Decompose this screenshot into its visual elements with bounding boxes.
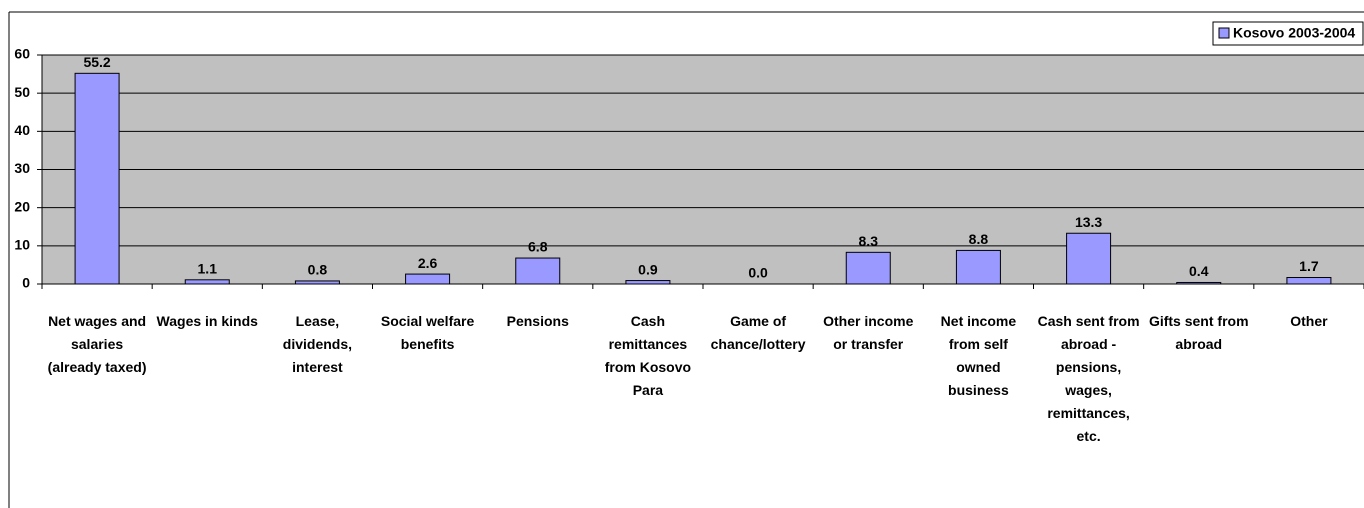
y-tick-label: 10	[14, 237, 30, 253]
y-tick-label: 40	[14, 122, 30, 138]
bar	[74, 72, 120, 285]
x-tick-label: Wages in kinds	[156, 313, 258, 329]
data-label: 6.8	[528, 239, 548, 255]
data-label: 1.7	[1299, 258, 1319, 274]
data-label: 8.8	[969, 231, 989, 247]
legend-label: Kosovo 2003-2004	[1233, 25, 1355, 41]
x-tick-label: Cash remittances from Kosovo Para	[604, 313, 692, 398]
x-tick-label: Game of chance/lottery	[710, 313, 806, 352]
bar	[1066, 232, 1112, 285]
y-tick-label: 50	[14, 84, 30, 100]
x-tick-label: Net income from self owned business	[940, 313, 1017, 398]
x-tick-label: Cash sent from abroad - pensions, wages,…	[1037, 313, 1140, 444]
x-tick-label: Pensions	[506, 313, 569, 329]
data-label: 0.4	[1189, 263, 1209, 279]
legend-box	[1212, 21, 1364, 46]
y-tick-label: 60	[14, 46, 30, 62]
data-label: 2.6	[418, 255, 438, 271]
bar	[845, 251, 891, 285]
y-tick-label: 0	[22, 275, 30, 291]
x-tick-label: Net wages and salaries (already taxed)	[47, 313, 147, 375]
y-tick-label: 30	[14, 160, 30, 176]
x-tick-label: Other income or transfer	[823, 313, 914, 352]
legend-swatch	[1218, 27, 1230, 39]
x-tick-label: Gifts sent from abroad	[1148, 313, 1249, 352]
bar	[405, 273, 451, 285]
y-tick-label: 20	[14, 198, 30, 214]
bar	[955, 249, 1001, 285]
data-label: 13.3	[1075, 214, 1102, 230]
x-tick-label: Lease, dividends, interest	[282, 313, 353, 375]
bar	[1286, 277, 1332, 285]
bar	[294, 280, 340, 285]
data-label: 8.3	[859, 233, 879, 249]
data-label: 55.2	[83, 54, 110, 70]
x-tick-label: Social welfare benefits	[380, 313, 475, 352]
bar	[1176, 281, 1222, 285]
bar	[184, 279, 230, 285]
data-label: 1.1	[198, 261, 218, 277]
data-label: 0.8	[308, 262, 328, 278]
bar	[625, 280, 671, 285]
data-label: 0.0	[748, 265, 768, 281]
data-label: 0.9	[638, 261, 658, 277]
x-tick-label: Other	[1290, 313, 1328, 329]
bar	[515, 257, 561, 285]
